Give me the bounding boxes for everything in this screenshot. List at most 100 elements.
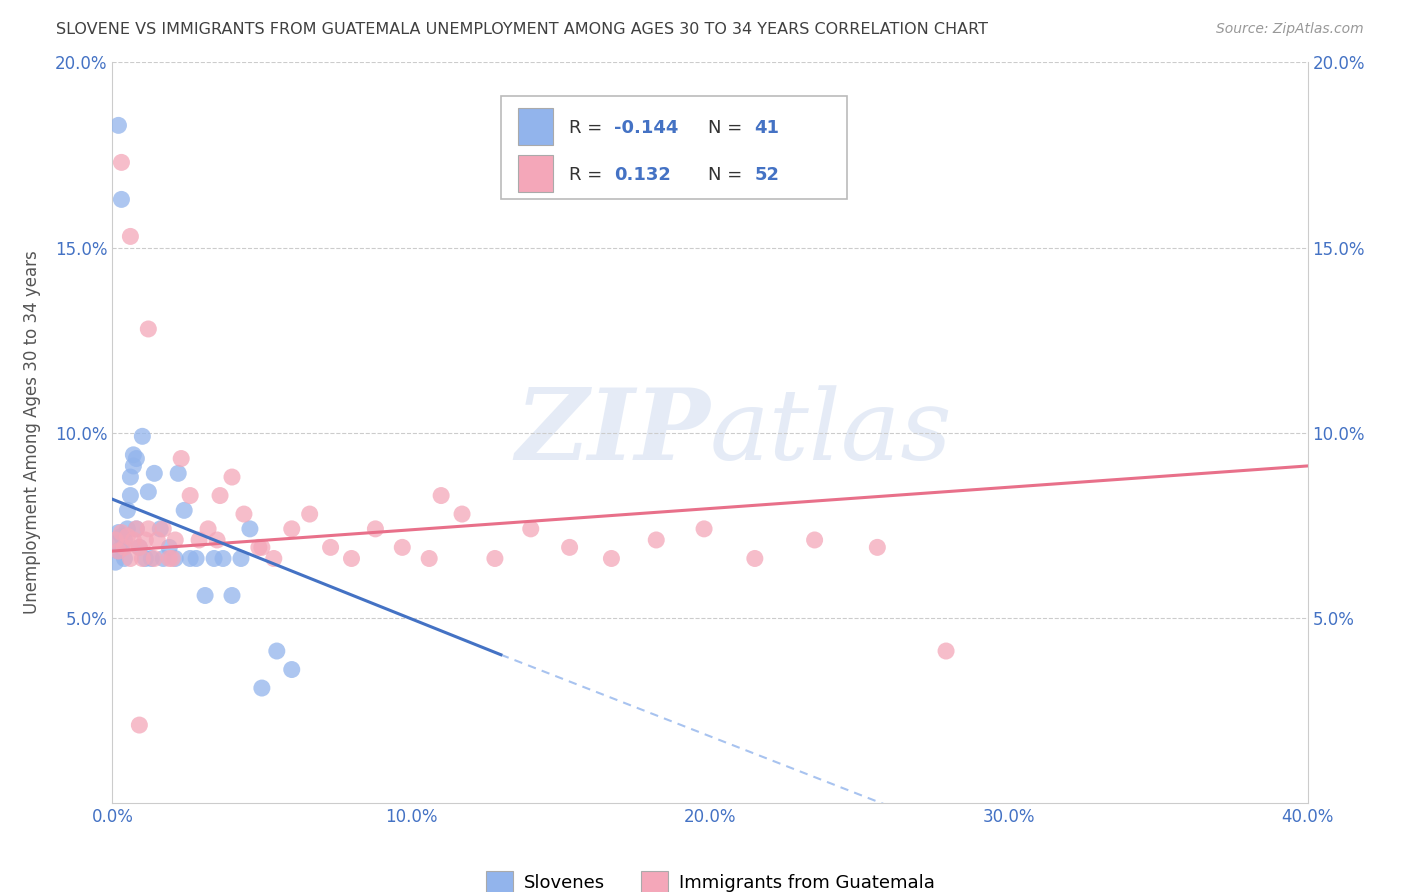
Point bbox=[114, 551, 135, 566]
Point bbox=[104, 536, 127, 550]
Point bbox=[110, 529, 132, 543]
Point bbox=[128, 541, 150, 555]
Legend: Slovenes, Immigrants from Guatemala: Slovenes, Immigrants from Guatemala bbox=[478, 863, 942, 892]
Point bbox=[266, 644, 288, 658]
Point bbox=[693, 522, 716, 536]
Point bbox=[152, 551, 174, 566]
Point bbox=[110, 155, 132, 169]
Point bbox=[645, 533, 668, 547]
Point bbox=[157, 541, 180, 555]
Point bbox=[134, 533, 156, 547]
Point bbox=[520, 522, 543, 536]
Text: N =: N = bbox=[707, 166, 742, 184]
Point bbox=[122, 448, 145, 462]
Point bbox=[209, 489, 232, 503]
Point bbox=[167, 467, 190, 481]
Point bbox=[202, 551, 225, 566]
Point bbox=[744, 551, 766, 566]
Point bbox=[107, 544, 129, 558]
Point bbox=[188, 533, 211, 547]
Point bbox=[263, 551, 285, 566]
Point bbox=[179, 551, 201, 566]
Point bbox=[107, 544, 129, 558]
Point bbox=[558, 541, 581, 555]
Point bbox=[117, 529, 139, 543]
Point bbox=[430, 489, 453, 503]
Point bbox=[484, 551, 506, 566]
Point bbox=[298, 507, 321, 521]
Point bbox=[212, 551, 235, 566]
Point bbox=[117, 503, 139, 517]
Point bbox=[138, 322, 160, 336]
Point bbox=[233, 507, 256, 521]
Point bbox=[141, 551, 163, 566]
Point bbox=[239, 522, 262, 536]
Text: Source: ZipAtlas.com: Source: ZipAtlas.com bbox=[1216, 22, 1364, 37]
Point bbox=[107, 525, 129, 540]
Point bbox=[364, 522, 387, 536]
Point bbox=[157, 551, 180, 566]
Point bbox=[120, 551, 142, 566]
Text: atlas: atlas bbox=[710, 385, 953, 480]
Text: 41: 41 bbox=[754, 120, 779, 137]
Point bbox=[281, 522, 304, 536]
Point bbox=[152, 522, 174, 536]
Point bbox=[149, 522, 172, 536]
Text: SLOVENE VS IMMIGRANTS FROM GUATEMALA UNEMPLOYMENT AMONG AGES 30 TO 34 YEARS CORR: SLOVENE VS IMMIGRANTS FROM GUATEMALA UNE… bbox=[56, 22, 988, 37]
Point bbox=[114, 533, 135, 547]
FancyBboxPatch shape bbox=[517, 108, 554, 145]
Text: ZIP: ZIP bbox=[515, 384, 710, 481]
Point bbox=[117, 522, 139, 536]
Point bbox=[114, 541, 135, 555]
Point bbox=[281, 663, 304, 677]
Point bbox=[451, 507, 474, 521]
Point bbox=[250, 541, 273, 555]
Point bbox=[165, 533, 187, 547]
Point bbox=[194, 589, 217, 603]
Point bbox=[803, 533, 825, 547]
Point bbox=[104, 533, 127, 547]
FancyBboxPatch shape bbox=[517, 154, 554, 192]
Point bbox=[186, 551, 208, 566]
Point bbox=[866, 541, 889, 555]
Point bbox=[131, 551, 153, 566]
Point bbox=[107, 119, 129, 133]
Point bbox=[146, 533, 169, 547]
Point bbox=[120, 229, 142, 244]
Point bbox=[600, 551, 623, 566]
Point bbox=[173, 503, 195, 517]
Y-axis label: Unemployment Among Ages 30 to 34 years: Unemployment Among Ages 30 to 34 years bbox=[24, 251, 41, 615]
Point bbox=[138, 484, 160, 499]
Point bbox=[125, 451, 148, 466]
Point bbox=[935, 644, 957, 658]
Point bbox=[197, 522, 219, 536]
Text: R =: R = bbox=[569, 166, 602, 184]
Text: 52: 52 bbox=[754, 166, 779, 184]
Text: N =: N = bbox=[707, 120, 742, 137]
Point bbox=[205, 533, 228, 547]
Point bbox=[391, 541, 413, 555]
Point bbox=[128, 718, 150, 732]
Point bbox=[122, 533, 145, 547]
Text: 0.132: 0.132 bbox=[614, 166, 671, 184]
Point bbox=[229, 551, 252, 566]
Point bbox=[143, 551, 166, 566]
Point bbox=[134, 551, 156, 566]
Point bbox=[110, 541, 132, 555]
Point bbox=[104, 555, 127, 569]
Point bbox=[131, 429, 153, 443]
Point bbox=[170, 451, 193, 466]
Point bbox=[128, 541, 150, 555]
Point bbox=[250, 681, 273, 695]
Text: -0.144: -0.144 bbox=[614, 120, 679, 137]
Point bbox=[122, 458, 145, 473]
Point bbox=[179, 489, 201, 503]
Point bbox=[165, 551, 187, 566]
Point bbox=[143, 467, 166, 481]
Text: R =: R = bbox=[569, 120, 602, 137]
Point bbox=[247, 541, 270, 555]
Point bbox=[120, 470, 142, 484]
Point bbox=[418, 551, 440, 566]
Point bbox=[340, 551, 363, 566]
Point bbox=[319, 541, 342, 555]
